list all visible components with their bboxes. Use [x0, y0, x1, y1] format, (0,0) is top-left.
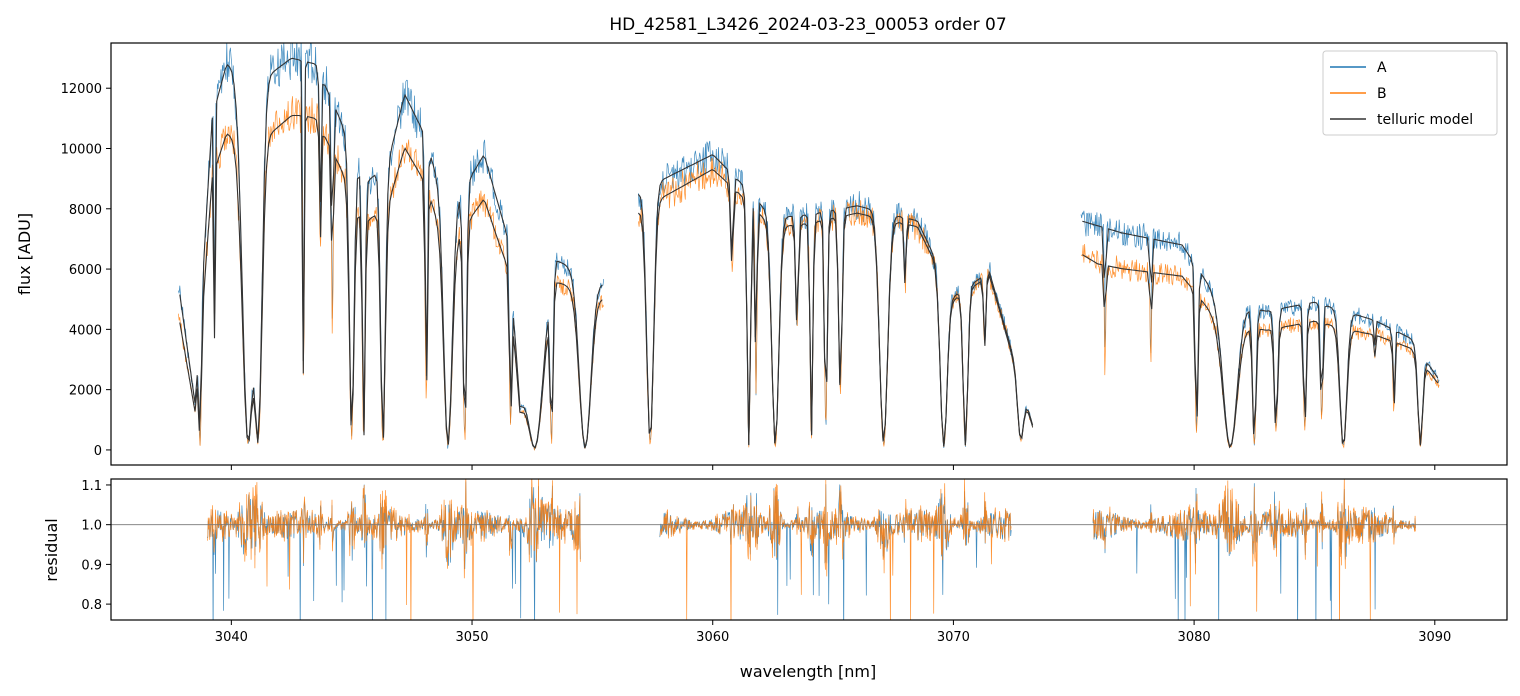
flux-y-ticks: 0 2000 4000 6000 8000 10000 12000 [61, 82, 111, 459]
legend-label-b: B [1377, 86, 1387, 102]
flux-y-tick-label: 2000 [69, 384, 102, 399]
flux-y-tick-label: 4000 [69, 323, 102, 338]
flux-series-group [178, 43, 1440, 452]
flux-axes-frame [110, 42, 1508, 466]
x-tick-label: 3060 [696, 630, 729, 645]
legend-label-a: A [1377, 60, 1387, 76]
x-tick-label: 3040 [215, 630, 248, 645]
flux-panel: 0 2000 4000 6000 8000 10000 12000 flux [ADU] A… [15, 42, 1508, 470]
legend-box [1322, 50, 1498, 136]
residual-x-ticks: 3040 3050 3060 3070 3080 3090 [215, 620, 1451, 645]
flux-x-ticks [230, 465, 1436, 470]
chart-title: HD_42581_L3426_2024-03-23_00053 order 07 [609, 15, 1006, 35]
residual-y-tick-label: 1.1 [81, 479, 102, 494]
residual-y-tick-label: 0.8 [81, 598, 102, 613]
flux-y-axis-label: flux [ADU] [15, 213, 34, 295]
residual-y-tick-label: 1.0 [81, 519, 102, 534]
flux-y-tick-label: 0 [94, 444, 102, 459]
telluric-model-b-line [179, 114, 1439, 449]
residual-y-axis-label: residual [42, 518, 61, 581]
x-axis-label: wavelength [nm] [740, 662, 877, 681]
flux-y-tick-label: 6000 [69, 263, 102, 278]
x-tick-label: 3050 [455, 630, 488, 645]
residual-y-tick-label: 0.9 [81, 558, 102, 573]
legend-label-telluric-model: telluric model [1377, 112, 1473, 128]
residual-series-group [111, 479, 1507, 620]
residual-panel: 0.8 0.9 1.0 1.1 3040 3050 3060 3070 3080 3090 re… [42, 478, 1508, 681]
residual-axes-frame [110, 478, 1508, 621]
flux-y-tick-label: 8000 [69, 203, 102, 218]
flux-y-tick-label: 10000 [61, 143, 102, 158]
x-tick-label: 3080 [1178, 630, 1211, 645]
x-tick-label: 3090 [1418, 630, 1451, 645]
residual-y-ticks: 0.8 0.9 1.0 1.1 [81, 479, 111, 613]
x-tick-label: 3070 [937, 630, 970, 645]
legend: A B telluric model [1322, 50, 1498, 136]
flux-y-tick-label: 12000 [61, 82, 102, 97]
